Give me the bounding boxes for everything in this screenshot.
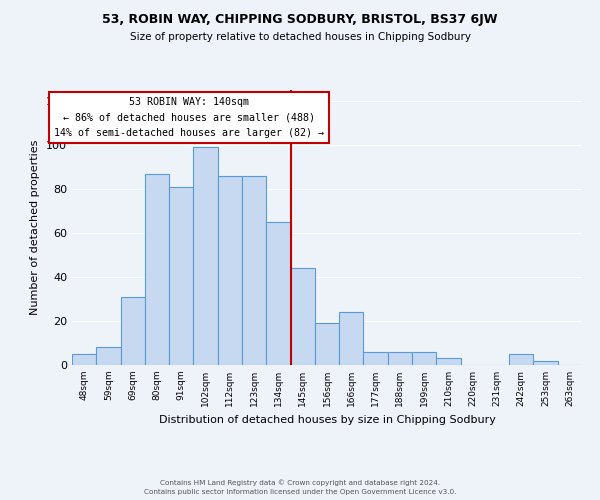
Bar (242, 176, 266, 365)
Bar (315, 323, 339, 365)
Bar (218, 176, 242, 365)
Y-axis label: Number of detached properties: Number of detached properties (31, 140, 40, 315)
X-axis label: Distribution of detached houses by size in Chipping Sodbury: Distribution of detached houses by size … (158, 414, 496, 424)
Bar (266, 222, 290, 365)
Bar (533, 360, 558, 365)
Text: Contains HM Land Registry data © Crown copyright and database right 2024.
Contai: Contains HM Land Registry data © Crown c… (144, 480, 456, 495)
Bar (290, 268, 315, 365)
Bar (364, 352, 388, 365)
Bar (169, 187, 193, 365)
Bar (145, 174, 169, 365)
Bar (339, 312, 364, 365)
Bar (72, 354, 96, 365)
Bar (436, 358, 461, 365)
Bar (509, 354, 533, 365)
Text: 53, ROBIN WAY, CHIPPING SODBURY, BRISTOL, BS37 6JW: 53, ROBIN WAY, CHIPPING SODBURY, BRISTOL… (102, 12, 498, 26)
Bar (96, 348, 121, 365)
Bar (193, 147, 218, 365)
Bar (121, 297, 145, 365)
Text: Size of property relative to detached houses in Chipping Sodbury: Size of property relative to detached ho… (130, 32, 470, 42)
Bar (388, 352, 412, 365)
Text: 53 ROBIN WAY: 140sqm
← 86% of detached houses are smaller (488)
14% of semi-deta: 53 ROBIN WAY: 140sqm ← 86% of detached h… (53, 96, 323, 138)
Bar (412, 352, 436, 365)
